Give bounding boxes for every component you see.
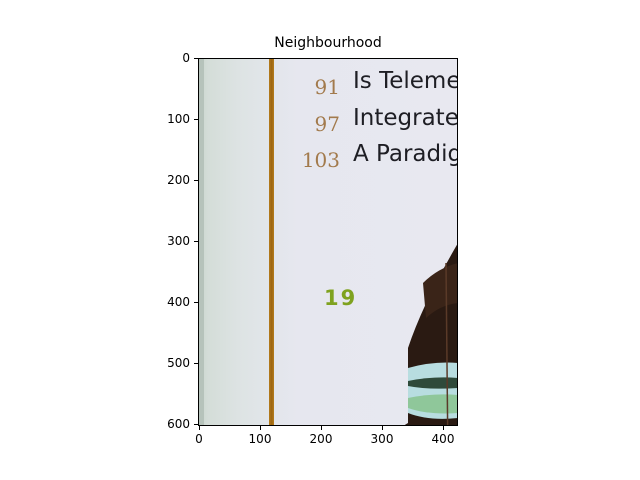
y-tick-mark	[194, 424, 198, 425]
image-axes: 91 Is Teleme 97 Integrate 103 A Paradig …	[198, 58, 458, 426]
y-tick-mark	[194, 302, 198, 303]
y-tick-label: 200	[167, 173, 190, 187]
x-tick-label: 200	[309, 432, 333, 446]
x-tick-mark	[321, 426, 322, 430]
x-tick-label: 0	[195, 432, 203, 446]
toc-entry-title: A Paradig	[353, 141, 458, 167]
toc-entry-number: 97	[314, 112, 340, 136]
y-tick-mark	[194, 241, 198, 242]
toc-entry-title: Is Teleme	[353, 68, 458, 94]
page-gutter	[198, 58, 204, 426]
x-tick-label: 100	[248, 432, 272, 446]
x-tick-mark	[382, 426, 383, 430]
y-tick-label: 300	[167, 234, 190, 248]
x-tick-label: 400	[431, 432, 455, 446]
y-tick-label: 100	[167, 112, 190, 126]
toc-entry-number: 91	[314, 75, 340, 99]
y-tick-label: 0	[182, 51, 190, 65]
y-tick-mark	[194, 363, 198, 364]
toc-entry: 103 A Paradig	[198, 141, 458, 172]
y-tick-mark	[194, 180, 198, 181]
y-tick-label: 600	[167, 417, 190, 431]
plot-title: Neighbourhood	[274, 35, 382, 51]
x-tick-mark	[443, 426, 444, 430]
y-tick-mark	[194, 119, 198, 120]
toc-entry: 91 Is Teleme	[198, 68, 458, 99]
toc-entry-title: Integrate	[353, 105, 458, 131]
y-tick-label: 500	[167, 356, 190, 370]
toc-entry-number: 103	[301, 148, 340, 172]
y-tick-mark	[194, 58, 198, 59]
x-tick-mark	[260, 426, 261, 430]
toc-entry: 97 Integrate	[198, 105, 458, 136]
page-number: 19	[324, 286, 358, 310]
y-tick-label: 400	[167, 295, 190, 309]
cropped-photo	[403, 243, 458, 426]
vertical-rule-line	[269, 58, 274, 426]
x-tick-label: 300	[370, 432, 394, 446]
x-tick-mark	[199, 426, 200, 430]
